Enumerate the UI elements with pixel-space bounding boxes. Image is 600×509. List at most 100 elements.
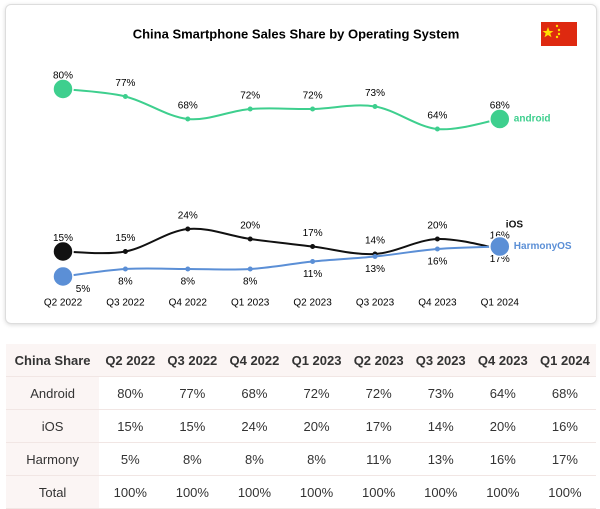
point [122,94,128,99]
point [310,259,316,264]
apple-icon [52,240,74,263]
table-cell: 5% [99,442,162,476]
android-icon [52,78,74,100]
table-cell: 17% [347,409,410,443]
point [372,104,378,109]
x-tick-label: Q1 2024 [481,298,520,309]
point [434,126,440,132]
table-cell: Total [6,475,100,509]
header-cell: Q1 2023 [285,344,348,377]
chart-card: China Smartphone Sales Share by Operatin… [5,4,597,324]
legend-label: iOS [506,220,524,231]
x-tick-label: Q4 2022 [169,298,208,309]
point [434,236,440,242]
point [372,254,378,259]
table-row: Android 80% 77% 68% 72% 72% 73% 64% 68% [6,376,596,410]
table-cell: 100% [223,475,286,509]
table-cell: 8% [223,442,286,476]
data-label: 13% [365,264,385,275]
point [310,106,316,112]
table-cell: 100% [533,475,596,509]
table-cell: iOS [6,409,100,443]
data-label: 8% [181,277,196,288]
data-label: 24% [178,211,198,222]
point [310,244,316,249]
header-cell: Q4 2022 [223,344,286,377]
legend-label: android [514,114,551,125]
x-tick-label: Q4 2023 [418,298,457,309]
header-cell: Q2 2023 [347,344,410,377]
x-tick-label: Q1 2023 [231,298,270,309]
data-label: 17% [490,254,510,265]
data-label: 20% [240,221,260,232]
data-label: 77% [115,78,135,89]
series-line [62,88,500,131]
data-label: 14% [365,236,385,247]
table-cell: 20% [285,409,348,443]
table-cell: 100% [409,475,472,509]
header-row: China Share Q2 2022 Q3 2022 Q4 2022 Q1 2023 Q… [6,344,596,377]
data-label: 64% [427,111,447,122]
data-label: 15% [53,233,73,244]
table-cell: Harmony [6,442,100,476]
table-cell: 16% [533,409,596,443]
point [434,246,440,252]
x-tick-label: Q3 2023 [356,298,395,309]
data-label: 72% [303,91,323,102]
harmony-icon [489,235,511,258]
data-label: 80% [53,71,73,82]
table-cell: 72% [285,376,348,410]
table-cell: 68% [533,376,596,410]
series-line [62,245,500,278]
data-label: 17% [303,228,323,239]
table-cell: 80% [99,376,162,410]
point [185,116,191,122]
table-cell: 77% [161,376,224,410]
x-tick-label: Q2 2023 [293,298,332,309]
data-label: 73% [365,88,385,99]
header-cell: Q1 2024 [533,344,596,377]
data-label: 68% [178,101,198,112]
table-cell: 20% [471,409,534,443]
point [185,266,191,272]
x-tick-label: Q3 2022 [106,298,145,309]
point [247,266,253,272]
table-cell: 100% [347,475,410,509]
table-cell: 15% [161,409,224,443]
table-cell: 16% [471,442,534,476]
table-cell: 100% [285,475,348,509]
table-row: iOS 15% 15% 24% 20% 17% 14% 20% 16% [6,409,596,443]
data-label: 16% [427,257,447,268]
harmony-icon [52,265,74,288]
table-cell: 100% [161,475,224,509]
data-label: 72% [240,91,260,102]
table-cell: 73% [409,376,472,410]
data-label: 68% [490,101,510,112]
data-label: 8% [243,277,258,288]
data-label: 11% [303,269,322,280]
table-cell: 8% [161,442,224,476]
table-row: Total 100% 100% 100% 100% 100% 100% 100% 100% [6,475,596,509]
table-cell: 15% [99,409,162,443]
table-cell: 100% [99,475,162,509]
flag [541,22,577,46]
table-cell: 64% [471,376,534,410]
header-cell: Q3 2022 [161,344,224,377]
data-label: 20% [427,221,447,232]
header-cell: Q2 2022 [99,344,162,377]
point [247,236,253,242]
header-cell: China Share [6,344,100,377]
header-cell: Q3 2023 [409,344,472,377]
table-cell: 14% [409,409,472,443]
table-cell: 11% [347,442,410,476]
table-cell: 100% [471,475,534,509]
data-label: 8% [118,277,133,288]
header-cell: Q4 2023 [471,344,534,377]
chart-title: China Smartphone Sales Share by Operatin… [133,26,460,41]
table-cell: 13% [409,442,472,476]
data-label: 15% [115,233,135,244]
x-tick-label: Q2 2022 [44,298,83,309]
table-cell: Android [6,376,100,410]
point [247,106,253,112]
